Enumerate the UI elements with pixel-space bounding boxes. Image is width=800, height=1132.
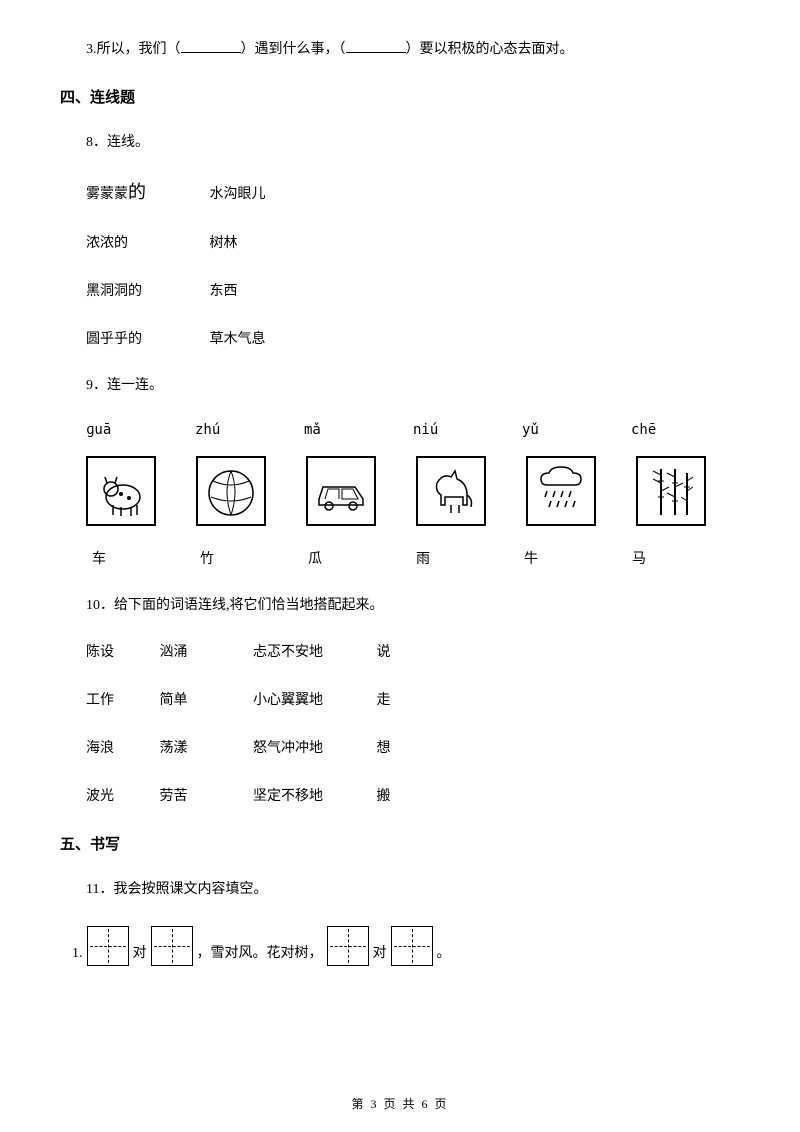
cow-icon	[86, 456, 156, 526]
question-8-num: 8．连线。	[60, 133, 740, 153]
pinyin-cell: ɡuā	[86, 422, 195, 438]
fill-box[interactable]	[391, 926, 433, 966]
q8-left: 黑洞洞的	[86, 280, 206, 300]
q10-c: 小心翼翼地	[253, 689, 373, 709]
fill-box[interactable]	[151, 926, 193, 966]
question-10-num: 10．给下面的词语连线,将它们恰当地搭配起来。	[60, 596, 740, 616]
q8-right: 草木气息	[210, 328, 266, 348]
table-row: 陈设 汹涌 忐忑不安地 说	[60, 641, 740, 661]
q11-t4: 。	[437, 942, 451, 966]
pinyin-cell: zhú	[195, 422, 304, 438]
bamboo-icon	[636, 456, 706, 526]
table-row: 浓浓的 树林	[60, 232, 740, 252]
pinyin-row: ɡuā zhú mǎ niú yǔ chē	[60, 422, 740, 438]
q8-left: 雾蒙蒙	[86, 187, 128, 202]
pinyin-cell: yǔ	[522, 422, 631, 438]
q10-a: 陈设	[86, 641, 156, 661]
blank[interactable]	[181, 52, 241, 53]
q10-b: 汹涌	[160, 641, 250, 661]
image-row	[60, 456, 740, 526]
q10-d: 说	[377, 641, 391, 661]
hanzi-cell: 瓜	[308, 548, 416, 568]
pinyin-cell: niú	[413, 422, 522, 438]
q10-b: 劳苦	[160, 785, 250, 805]
q8-big: 的	[128, 182, 146, 202]
section-4-header: 四、连线题	[60, 86, 740, 107]
page-footer: 第 3 页 共 6 页	[0, 1095, 800, 1112]
hanzi-cell: 车	[92, 548, 200, 568]
q10-a: 海浪	[86, 737, 156, 757]
hanzi-cell: 竹	[200, 548, 308, 568]
q8-right: 水沟眼儿	[210, 183, 266, 203]
hanzi-cell: 牛	[524, 548, 632, 568]
fill-box[interactable]	[87, 926, 129, 966]
fill-box[interactable]	[327, 926, 369, 966]
q11-t3: 对	[373, 942, 387, 966]
q11-n: 1.	[72, 946, 83, 966]
q10-d: 走	[377, 689, 391, 709]
table-row: 圆乎乎的 草木气息	[60, 328, 740, 348]
car-icon	[306, 456, 376, 526]
q8-left: 圆乎乎的	[86, 328, 206, 348]
q10-d: 想	[377, 737, 391, 757]
table-row: 波光 劳苦 坚定不移地 搬	[60, 785, 740, 805]
q8-right: 树林	[210, 232, 238, 252]
q10-b: 荡漾	[160, 737, 250, 757]
q3-suffix: ）要以积极的心态去面对。	[406, 42, 574, 57]
q8-left: 浓浓的	[86, 232, 206, 252]
q10-b: 简单	[160, 689, 250, 709]
table-row: 海浪 荡漾 怒气冲冲地 想	[60, 737, 740, 757]
horse-icon	[416, 456, 486, 526]
hanzi-row: 车 竹 瓜 雨 牛 马	[60, 548, 740, 568]
q10-c: 怒气冲冲地	[253, 737, 373, 757]
hanzi-cell: 马	[632, 548, 740, 568]
table-row: 工作 简单 小心翼翼地 走	[60, 689, 740, 709]
q11-t1: 对	[133, 942, 147, 966]
q10-a: 工作	[86, 689, 156, 709]
question-11-num: 11．我会按照课文内容填空。	[60, 880, 740, 900]
table-row: 雾蒙蒙的 水沟眼儿	[60, 178, 740, 204]
q3-mid: ）遇到什么事，（	[241, 42, 346, 57]
pinyin-cell: mǎ	[304, 422, 413, 438]
q11-t2: ，雪对风。花对树，	[197, 942, 323, 966]
q10-d: 搬	[377, 785, 391, 805]
q10-c: 坚定不移地	[253, 785, 373, 805]
q8-right: 东西	[210, 280, 238, 300]
section-5-header: 五、书写	[60, 833, 740, 854]
hanzi-cell: 雨	[416, 548, 524, 568]
q3-prefix: 3.所以，我们（	[86, 42, 181, 57]
question-11-fill: 1. 对 ，雪对风。花对树， 对 。	[60, 926, 740, 966]
rain-icon	[526, 456, 596, 526]
watermelon-icon	[196, 456, 266, 526]
question-3: 3.所以，我们（ ）遇到什么事，（ ）要以积极的心态去面对。	[60, 40, 740, 60]
blank[interactable]	[346, 52, 406, 53]
pinyin-cell: chē	[631, 422, 740, 438]
question-9-num: 9．连一连。	[60, 376, 740, 396]
q10-a: 波光	[86, 785, 156, 805]
table-row: 黑洞洞的 东西	[60, 280, 740, 300]
q10-c: 忐忑不安地	[253, 641, 373, 661]
